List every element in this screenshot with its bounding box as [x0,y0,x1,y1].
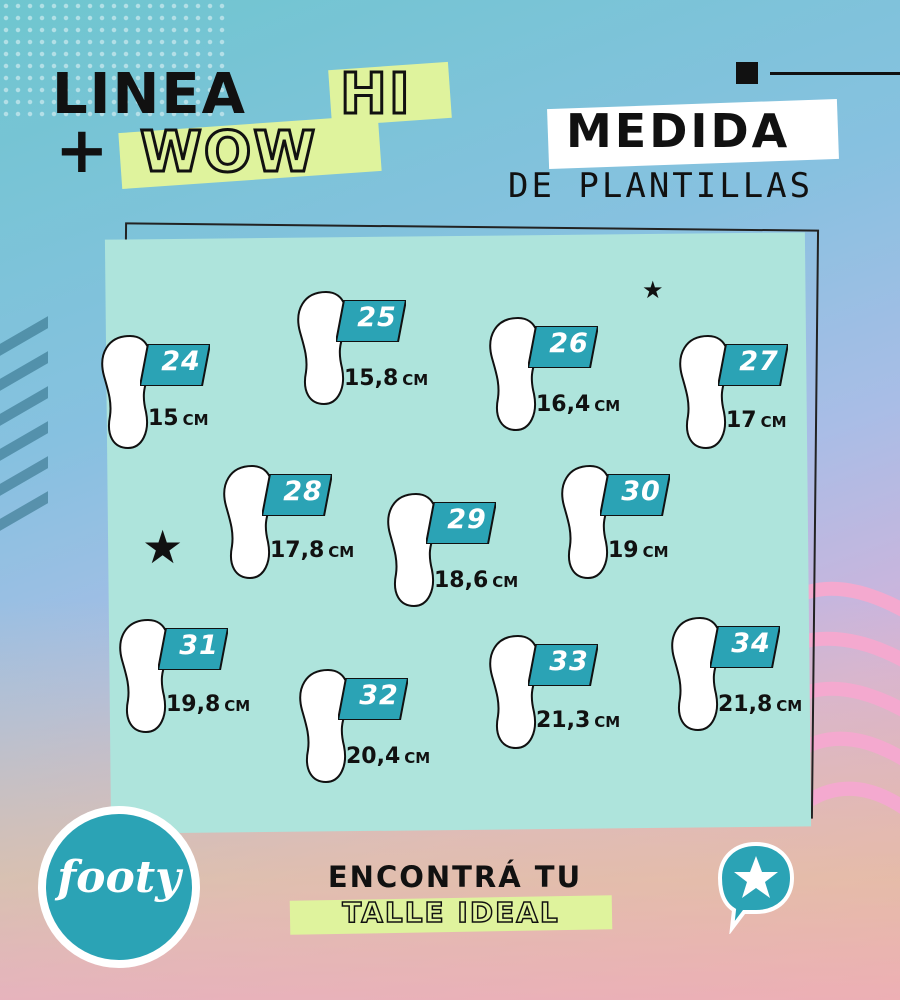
length-value: 15 [148,406,179,431]
insole-length: 21,8 CM [718,692,802,717]
size-tag-shape [600,474,670,516]
size-number: 25 [357,302,397,333]
stripe-decoration [0,491,48,531]
stripe-decoration [0,316,48,356]
stripe-decoration [0,421,48,461]
size-tag-shape [528,326,598,368]
size-number: 27 [739,346,779,377]
length-value: 17,8 [270,538,325,563]
length-unit: CM [760,413,787,431]
insole-length: 19 CM [608,538,669,563]
headline-wow: WOW [138,119,318,187]
insole-size-26: 26 16,4 CM [486,314,686,449]
length-unit: CM [402,371,429,389]
stripe-decoration [0,456,48,496]
length-unit: CM [492,573,519,591]
size-number: 28 [283,476,323,507]
headline-plus: + [55,114,111,188]
line-decoration [770,72,900,75]
insole-length: 17 CM [726,408,787,433]
length-unit: CM [224,697,251,715]
halftone-dots-decoration [0,0,230,120]
subtitle-medida: MEDIDA [566,104,791,158]
insole-size-31: 31 19,8 CM [116,616,316,751]
size-tag-shape [528,644,598,686]
cta-line2: TALLE IDEAL [342,895,560,930]
insole-length: 20,4 CM [346,744,430,769]
footy-logo-text: footy [57,852,181,903]
insole-size-33: 33 21,3 CM [486,632,686,767]
size-tag-shape [718,344,788,386]
size-number: 33 [549,646,589,677]
length-value: 21,3 [536,708,591,733]
insole-size-34: 34 21,8 CM [668,614,868,749]
size-tag-shape [158,628,228,670]
insole-size-30: 30 19 CM [558,462,758,597]
square-decoration [736,62,758,84]
length-unit: CM [328,543,355,561]
size-number: 32 [359,680,399,711]
length-value: 19 [608,538,639,563]
length-value: 19,8 [166,692,221,717]
footy-logo-circle [46,814,192,960]
insole-length: 21,3 CM [536,708,620,733]
footy-logo: footy [38,806,200,968]
size-tag-shape [262,474,332,516]
stripe-decoration [0,351,48,391]
insole-size-24: 24 15 CM [98,332,298,467]
length-value: 15,8 [344,366,399,391]
size-tag-shape [426,502,496,544]
size-number: 26 [549,328,589,359]
size-tag-shape [338,678,408,720]
headline-linea: LINEA [52,62,247,127]
length-value: 21,8 [718,692,773,717]
length-value: 18,6 [434,568,489,593]
size-number: 34 [731,628,771,659]
size-number: 29 [447,504,487,535]
insole-size-29: 29 18,6 CM [384,490,584,625]
size-number: 30 [621,476,661,507]
star-icon: ★ [142,520,184,574]
length-unit: CM [594,713,621,731]
insole-length: 18,6 CM [434,568,518,593]
length-unit: CM [404,749,431,767]
insole-size-32: 32 20,4 CM [296,666,496,801]
stripe-decoration [0,386,48,426]
insole-size-27: 27 17 CM [676,332,876,467]
length-unit: CM [642,543,669,561]
size-tag-shape [710,626,780,668]
insole-length: 15,8 CM [344,366,428,391]
star-chat-icon [717,841,795,934]
size-number: 31 [179,630,219,661]
length-value: 16,4 [536,392,591,417]
insole-length: 19,8 CM [166,692,250,717]
subtitle-plantillas: DE PLANTILLAS [508,166,814,206]
insole-length: 17,8 CM [270,538,354,563]
headline-hi: HI [339,61,412,129]
length-value: 17 [726,408,757,433]
size-tag-shape [336,300,406,342]
star-icon: ★ [642,276,664,304]
size-number: 24 [161,346,201,377]
length-value: 20,4 [346,744,401,769]
length-unit: CM [594,397,621,415]
cta-line1: ENCONTRÁ TU [327,860,583,894]
insole-size-28: 28 17,8 CM [220,462,420,597]
length-unit: CM [182,411,209,429]
size-tag-shape [140,344,210,386]
insole-length: 16,4 CM [536,392,620,417]
insole-length: 15 CM [148,406,209,431]
length-unit: CM [776,697,803,715]
insole-size-25: 25 15,8 CM [294,288,494,423]
